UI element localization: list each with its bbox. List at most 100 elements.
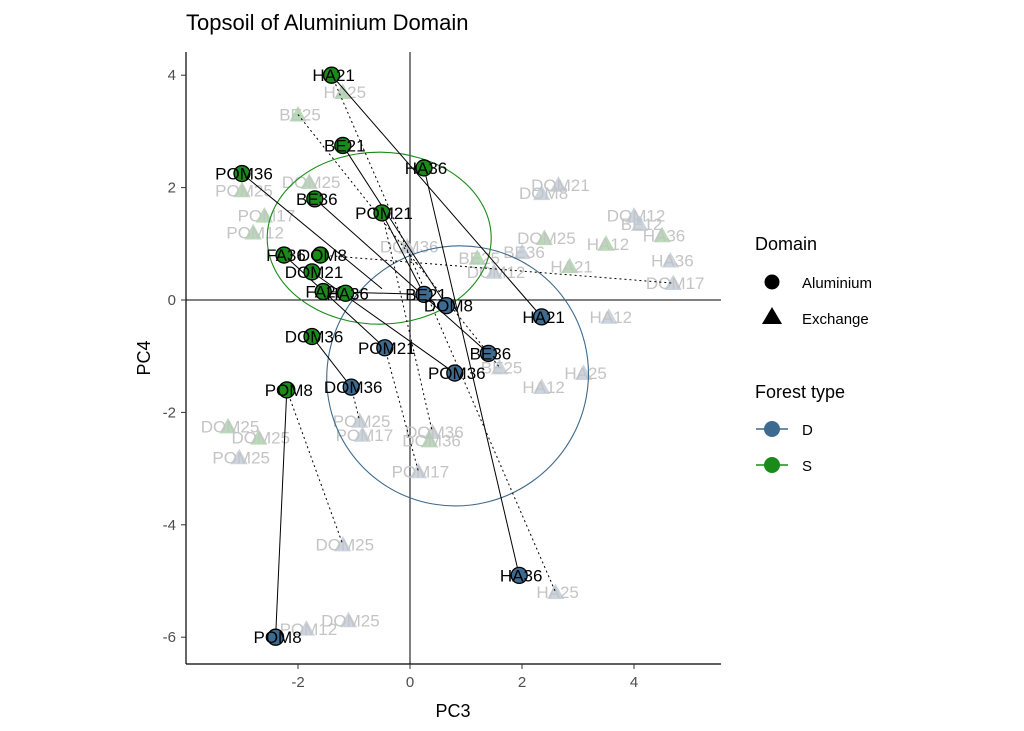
faded-point-label: DOM17 [646,274,705,293]
faded-point [250,429,268,445]
faded-point-label: HA21 [550,257,593,276]
faded-point-label: POM17 [336,426,394,445]
faded-point [233,181,251,198]
highlighted-point-label: POM8 [265,381,313,400]
y-tick-label: 4 [168,67,176,84]
faded-point [490,358,509,375]
faded-point-label: DOM36 [380,238,439,257]
faded-point [350,412,369,428]
solid-connection-line [314,198,489,354]
highlighted-point [266,628,285,646]
highlighted-point [376,339,394,357]
highlighted-point-label: BE36 [470,344,512,363]
faded-point-label: DOM8 [519,184,568,203]
faded-point-label: HA12 [587,235,630,254]
faded-point [549,176,568,192]
x-tick-label: 2 [518,674,526,691]
legend-circle-s [764,457,780,473]
highlighted-point-label: POM36 [215,165,273,184]
faded-point [255,207,274,223]
highlighted-point [303,327,321,346]
faded-point [532,378,551,395]
highlighted-point-label: POM21 [358,339,416,358]
highlighted-point-label: POM36 [428,364,486,383]
faded-point [653,226,671,243]
faded-point-label: POM25 [333,412,391,431]
highlighted-point-label: POM8 [254,628,302,647]
faded-point [409,462,428,479]
x-tick-label: -2 [291,674,304,691]
faded-point [219,417,237,434]
highlighted-point [278,381,296,399]
dotted-connection-line [331,75,557,593]
faded-point [289,105,307,122]
legend-circle-d [764,421,780,437]
highlighted-point [311,246,330,264]
highlighted-point-label: DOM21 [285,263,344,282]
faded-point [546,583,565,600]
solid-connection-line [275,389,288,638]
faded-point [339,611,358,628]
faded-point-label: DOM25 [316,535,375,554]
faded-point [334,83,352,99]
solid-connection-line [241,173,383,290]
highlighted-point [510,566,528,585]
highlighted-point [322,66,341,84]
faded-point-label: DOM25 [517,229,576,248]
dotted-connection-line [297,114,500,368]
highlighted-point [446,364,464,382]
highlighted-point-label: BE21 [324,136,366,155]
highlighted-point [275,246,293,264]
dotted-connection-line [320,254,674,284]
faded-point-label: DOM12 [607,207,666,226]
solid-connection-line [331,74,542,318]
highlighted-point-label: HA36 [326,284,369,303]
axis-ticks: -2 0 2 4 -6 -4 -2 0 2 4 [163,67,639,691]
highlighted-point-label: BE21 [405,285,447,304]
faded-point [420,431,439,448]
faded-point-label: DOM21 [531,176,590,195]
faded-point-label: POM12 [226,224,284,243]
faded-point [297,620,316,636]
legend-title-forest-type: Forest type [755,382,845,402]
highlighted-point [437,296,456,315]
legend-label-s: S [802,458,812,475]
faded-point-label: HA25 [564,364,607,383]
solid-connection-line [342,145,447,306]
highlighted-point [334,136,352,155]
faded-point [535,229,554,246]
dotted-connection-line [384,347,419,472]
faded-point-label: DOM12 [467,263,526,282]
plot-area: HA25BE25DOM25POM25POM17POM12DOM21DOM8DOM… [186,52,721,664]
faded-point [513,243,531,260]
faded-point-label: HA25 [324,83,367,102]
solid-connection-line [423,167,520,576]
highlighted-point-label: DOM36 [324,378,383,397]
confidence-ellipse-d [326,245,589,507]
highlighted-point [233,164,251,183]
faded-point [661,252,680,268]
faded-point-label: HA12 [590,308,633,327]
legend-title-domain: Domain [755,234,817,254]
faded-point [468,249,486,265]
chart-title: Topsoil of Aluminium Domain [186,10,468,35]
faded-point [664,274,682,291]
solid-connection-line [311,336,352,388]
highlighted-point [415,159,433,177]
highlighted-point-label: HA36 [500,566,543,585]
faded-point-label: BE25 [481,358,523,377]
faded-point-label: DOM36 [405,423,464,442]
solid-connection-line [311,271,456,374]
legend: Domain Aluminium Exchange Forest type D … [755,234,872,475]
x-tick-label: 0 [406,674,414,691]
faded-point [300,173,318,189]
y-tick-label: 2 [168,180,176,197]
faded-point-label: HA25 [536,583,579,602]
faded-point [353,426,372,442]
faded-point-label: DOM25 [282,173,341,192]
legend-label-d: D [802,422,813,439]
faded-point [485,263,503,279]
faded-point-label: POM17 [238,207,296,226]
highlighted-point-label: HA36 [405,159,448,178]
